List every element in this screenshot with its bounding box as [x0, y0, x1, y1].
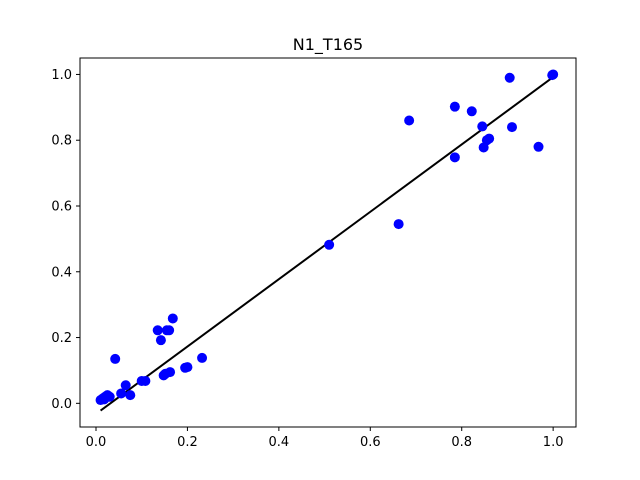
scatter-point-7 [116, 388, 127, 399]
y-tick-label-5: 1.0 [51, 68, 72, 83]
scatter-point-6 [110, 353, 121, 364]
x-tick-label-1: 0.2 [177, 435, 198, 450]
scatter-point-37 [548, 69, 559, 80]
y-tick-label-2: 0.4 [51, 265, 72, 280]
scatter-point-19 [167, 313, 178, 324]
scatter-point-13 [155, 335, 166, 346]
y-tick-label-3: 0.6 [51, 199, 72, 214]
scatter-point-29 [477, 121, 488, 132]
scatter-point-22 [197, 352, 208, 363]
scatter-point-18 [165, 367, 176, 378]
scatter-point-26 [449, 101, 460, 112]
scatter-point-21 [182, 362, 193, 373]
scatter-point-35 [533, 141, 544, 152]
chart-title: N1_T165 [293, 35, 363, 55]
scatter-point-32 [484, 133, 495, 144]
y-tick-label-0: 0.0 [51, 397, 72, 412]
scatter-point-17 [164, 325, 175, 336]
scatter-point-11 [140, 375, 151, 386]
x-tick-label-2: 0.4 [269, 435, 290, 450]
y-tick-label-1: 0.2 [51, 331, 72, 346]
scatter-point-24 [393, 219, 404, 230]
scatter-point-28 [466, 106, 477, 117]
y-tick-label-4: 0.8 [51, 134, 72, 149]
scatter-point-23 [324, 239, 335, 250]
scatter-point-5 [104, 391, 115, 402]
axes-frame [79, 57, 577, 428]
scatter-point-34 [507, 122, 517, 133]
scatter-point-33 [504, 72, 515, 83]
scatter-point-12 [152, 325, 163, 336]
scatter-point-9 [125, 390, 136, 401]
x-tick-label-5: 1.0 [543, 435, 564, 450]
x-tick-label-0: 0.0 [86, 435, 107, 450]
scatter-point-8 [120, 380, 131, 391]
axes: 0.0 0.2 0.4 0.6 0.8 1.0 0.0 0.2 0.4 0.6 0.8 1.0 [51, 57, 577, 450]
x-tick-label-4: 0.8 [451, 435, 472, 450]
scatter-point-27 [449, 152, 460, 163]
scatter-point-25 [404, 115, 415, 126]
x-tick-label-3: 0.6 [360, 435, 381, 450]
plot-area [95, 69, 559, 412]
